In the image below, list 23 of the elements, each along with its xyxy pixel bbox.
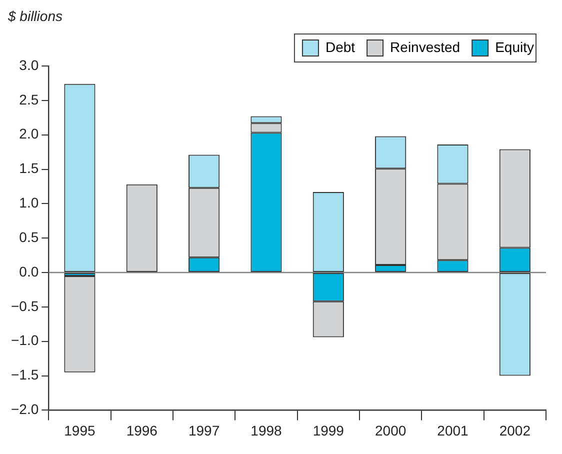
legend-label: Debt — [325, 38, 356, 55]
y-tick-label: −1.5 — [10, 366, 39, 383]
x-tick-label: 2000 — [374, 422, 406, 438]
y-tick-label: 2.0 — [19, 126, 39, 142]
y-tick-label: 1.0 — [19, 194, 39, 211]
y-tick-label: 0.0 — [19, 263, 39, 280]
x-tick-label: 1997 — [188, 422, 220, 438]
x-tick-label: 1996 — [126, 422, 158, 438]
y-tick-label: 3.0 — [19, 56, 39, 73]
y-tick-label: −2.0 — [10, 401, 39, 418]
y-tick-label: 2.5 — [19, 91, 39, 108]
y-tick-label: 1.5 — [19, 160, 39, 176]
legend-label: Reinvested — [390, 38, 460, 55]
y-tick-label: −0.5 — [10, 298, 39, 314]
y-axis-title: $ billions — [8, 8, 64, 26]
legend-label: Equity — [495, 38, 534, 55]
x-tick-label: 1998 — [250, 422, 282, 438]
x-tick-label: 1999 — [312, 422, 344, 438]
y-tick-label: 0.5 — [19, 228, 39, 245]
y-tick-label: −1.0 — [10, 332, 39, 348]
x-tick-label: 1995 — [64, 422, 96, 438]
x-tick-label: 2002 — [499, 422, 531, 438]
x-tick-label: 2001 — [437, 422, 469, 438]
